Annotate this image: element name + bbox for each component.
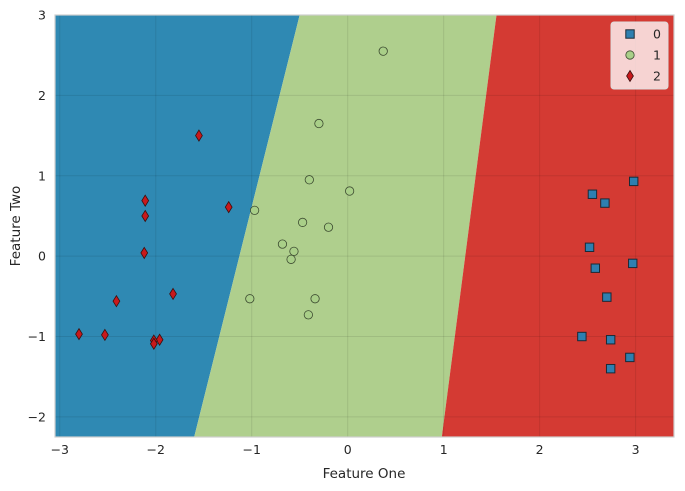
y-tick-label: −1	[28, 329, 46, 344]
x-tick-label: 2	[536, 442, 544, 457]
point-class-1	[303, 310, 313, 320]
point-class-0	[602, 292, 612, 302]
point-class-1	[314, 118, 324, 129]
point-class-2	[149, 337, 158, 351]
x-tick-label: −1	[243, 442, 261, 457]
legend-label-2: 2	[653, 69, 661, 84]
x-axis-label: Feature One	[323, 466, 406, 482]
region-class-0	[55, 15, 300, 437]
x-tick-label: 1	[440, 442, 448, 457]
point-class-1	[304, 175, 314, 185]
point-class-1	[250, 205, 260, 215]
legend-marker-0	[625, 29, 635, 39]
point-class-2	[224, 200, 233, 214]
point-class-1	[286, 254, 296, 264]
y-axis-label: Feature Two	[8, 186, 24, 267]
point-class-0	[600, 198, 610, 208]
point-class-0	[577, 331, 587, 342]
point-class-0	[625, 352, 635, 363]
x-tick-label: −3	[51, 442, 69, 457]
y-tick-label: −2	[28, 409, 46, 424]
legend-label-1: 1	[653, 48, 661, 63]
point-class-1	[277, 239, 288, 249]
y-axis-ticks: −2 −1 0 1 2 3	[28, 8, 46, 425]
point-class-0	[628, 176, 639, 187]
y-tick-label: 1	[38, 168, 46, 183]
point-class-2	[101, 328, 109, 342]
point-class-0	[587, 189, 598, 199]
point-class-1	[345, 186, 355, 196]
legend: 0 1 2	[610, 21, 669, 90]
x-tick-label: 3	[632, 442, 640, 457]
y-tick-label: 3	[38, 8, 46, 23]
legend-marker-2	[626, 69, 634, 83]
point-class-2	[169, 287, 177, 301]
x-axis-ticks: −3 −2 −1 0 1 2 3	[51, 442, 640, 457]
plot-frame	[54, 14, 675, 438]
data-points	[75, 46, 639, 374]
point-class-0	[590, 263, 601, 273]
point-class-0	[628, 258, 638, 269]
decision-regions	[55, 15, 674, 437]
y-tick-label: 2	[38, 88, 46, 103]
point-class-0	[605, 363, 616, 374]
point-class-2	[112, 294, 121, 308]
point-class-0	[584, 242, 595, 253]
point-class-0	[605, 335, 616, 345]
legend-label-0: 0	[653, 27, 661, 42]
x-tick-label: −2	[147, 442, 165, 457]
point-class-1	[289, 246, 299, 256]
point-class-1	[310, 294, 320, 304]
point-class-1	[323, 222, 334, 232]
point-class-2	[155, 333, 164, 346]
point-class-1	[378, 46, 388, 56]
point-class-2	[140, 246, 149, 260]
region-class-2	[441, 15, 674, 437]
point-class-1	[245, 294, 255, 304]
region-class-1	[194, 15, 497, 437]
point-class-2	[75, 327, 83, 341]
y-tick-label: 0	[38, 249, 46, 264]
point-class-2	[141, 194, 150, 207]
point-class-2	[195, 129, 203, 142]
legend-box	[610, 21, 669, 90]
point-class-1	[297, 217, 308, 227]
point-class-2	[141, 209, 150, 223]
legend-marker-1	[625, 50, 635, 60]
x-tick-label: 0	[344, 442, 352, 457]
